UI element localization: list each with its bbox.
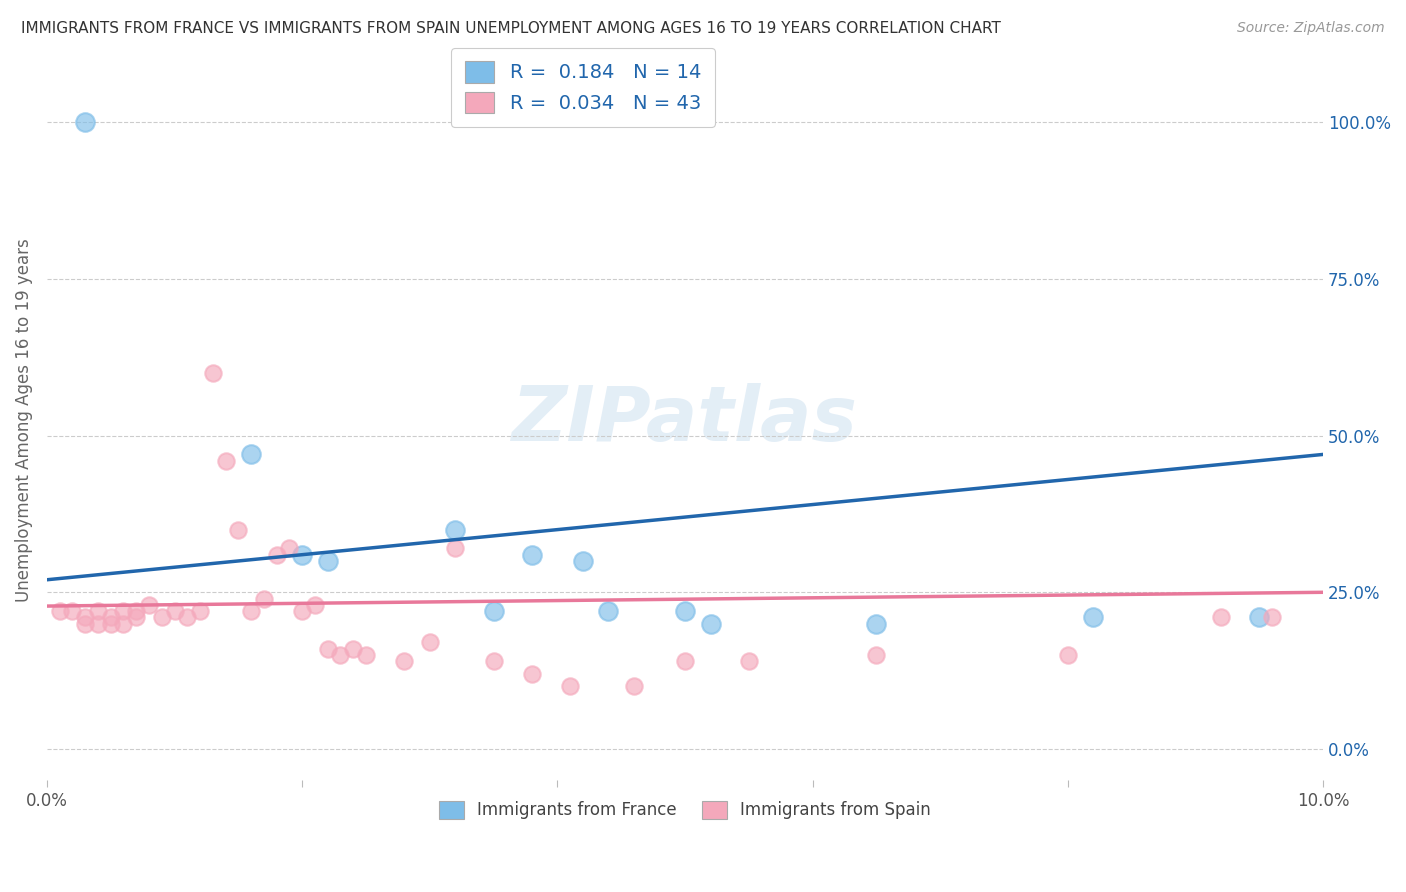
Point <box>316 554 339 568</box>
Point <box>291 604 314 618</box>
Point <box>1249 610 1271 624</box>
Point <box>623 679 645 693</box>
Point <box>1057 648 1080 662</box>
Point <box>699 616 721 631</box>
Point <box>253 591 276 606</box>
Text: ZIPatlas: ZIPatlas <box>512 383 858 457</box>
Point <box>394 654 416 668</box>
Text: IMMIGRANTS FROM FRANCE VS IMMIGRANTS FROM SPAIN UNEMPLOYMENT AMONG AGES 16 TO 19: IMMIGRANTS FROM FRANCE VS IMMIGRANTS FRO… <box>21 21 1001 36</box>
Point <box>520 548 543 562</box>
Point <box>112 616 135 631</box>
Point <box>278 541 301 556</box>
Point <box>673 654 696 668</box>
Point <box>572 554 595 568</box>
Point <box>150 610 173 624</box>
Point <box>62 604 84 618</box>
Point <box>1209 610 1232 624</box>
Point <box>75 115 97 129</box>
Point <box>865 616 887 631</box>
Point <box>240 604 263 618</box>
Point <box>100 610 122 624</box>
Point <box>176 610 198 624</box>
Point <box>228 523 250 537</box>
Point <box>240 447 263 461</box>
Point <box>1083 610 1105 624</box>
Point <box>316 641 339 656</box>
Point <box>87 616 110 631</box>
Point <box>291 548 314 562</box>
Legend: Immigrants from France, Immigrants from Spain: Immigrants from France, Immigrants from … <box>432 794 938 826</box>
Point <box>444 541 467 556</box>
Point <box>482 654 505 668</box>
Point <box>138 598 160 612</box>
Point <box>266 548 288 562</box>
Point <box>419 635 441 649</box>
Point <box>112 604 135 618</box>
Point <box>560 679 582 693</box>
Text: Source: ZipAtlas.com: Source: ZipAtlas.com <box>1237 21 1385 35</box>
Point <box>520 666 543 681</box>
Point <box>87 604 110 618</box>
Point <box>444 523 467 537</box>
Point <box>188 604 211 618</box>
Point <box>48 604 70 618</box>
Point <box>482 604 505 618</box>
Point <box>125 610 148 624</box>
Point <box>865 648 887 662</box>
Point <box>673 604 696 618</box>
Y-axis label: Unemployment Among Ages 16 to 19 years: Unemployment Among Ages 16 to 19 years <box>15 238 32 602</box>
Point <box>598 604 620 618</box>
Point <box>75 616 97 631</box>
Point <box>1261 610 1284 624</box>
Point <box>163 604 186 618</box>
Point <box>75 610 97 624</box>
Point <box>214 453 236 467</box>
Point <box>201 366 224 380</box>
Point <box>125 604 148 618</box>
Point <box>329 648 352 662</box>
Point <box>304 598 326 612</box>
Point <box>342 641 364 656</box>
Point <box>738 654 761 668</box>
Point <box>100 616 122 631</box>
Point <box>354 648 377 662</box>
